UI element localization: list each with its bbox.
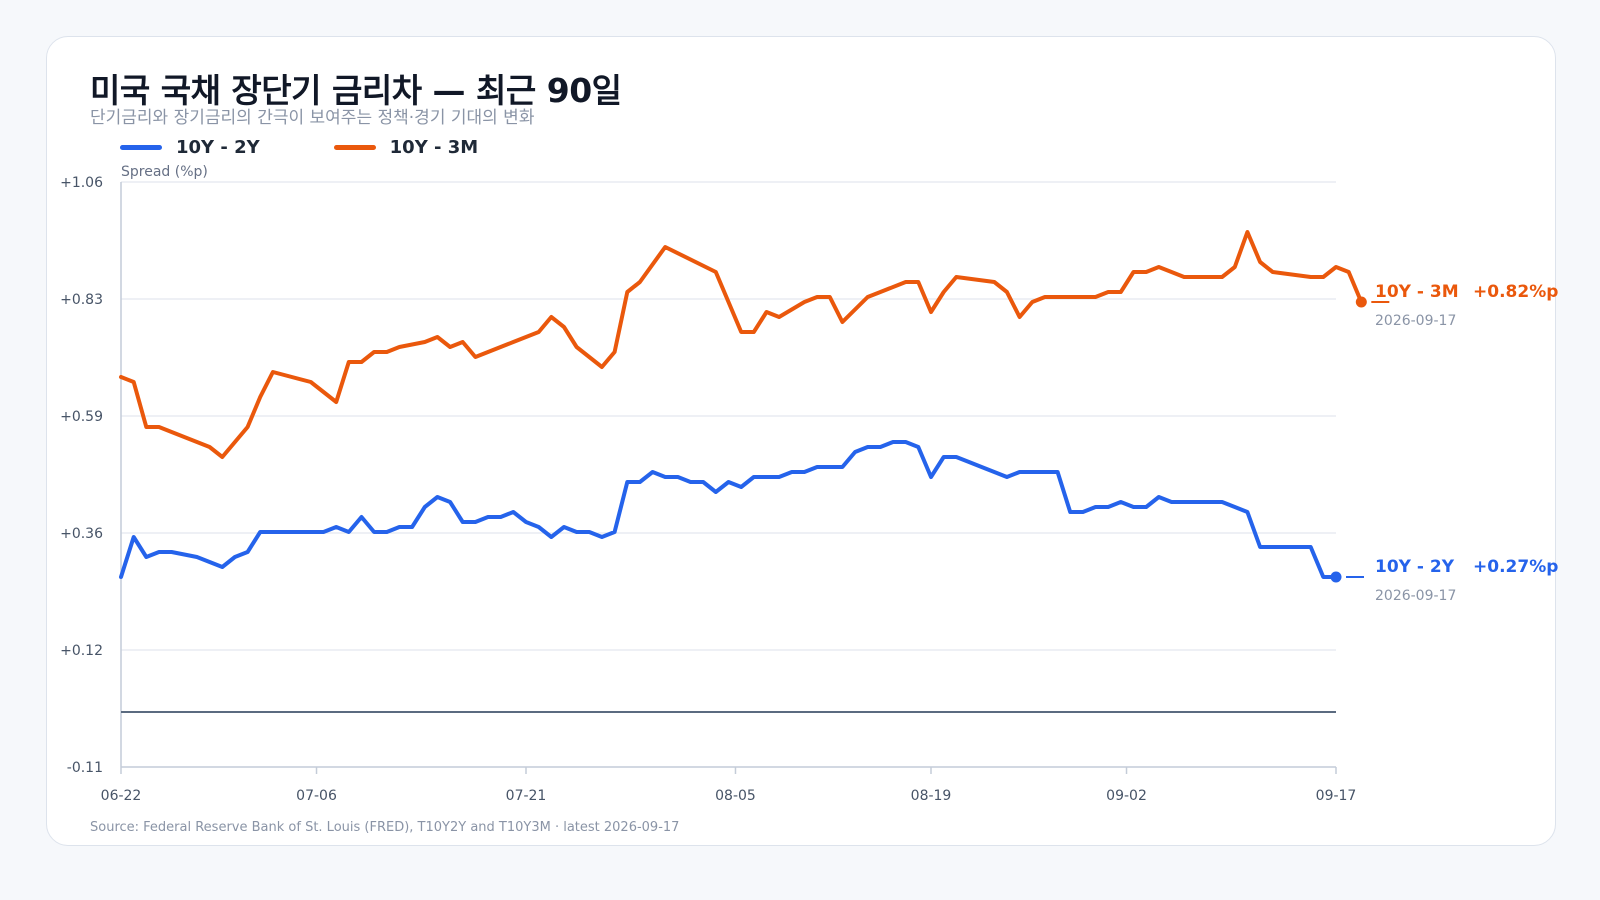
x-tick-label: 08-19	[911, 788, 952, 804]
chart-title: 미국 국채 장단기 금리차 — 최근 90일	[90, 71, 622, 110]
x-tick-label: 09-17	[1316, 788, 1357, 804]
end-label-name-10y-3m: 10Y - 3M	[1375, 282, 1459, 302]
x-tick-label: 07-06	[296, 788, 337, 804]
y-tick-label: +0.59	[60, 409, 103, 425]
legend-swatch-10y-2y	[120, 145, 162, 150]
legend-label-10y-3m: 10Y - 3M	[389, 137, 479, 158]
legend-item-10y-3m[interactable]: 10Y - 3M	[333, 137, 479, 158]
end-label-value-10y-3m: +0.82%p	[1473, 282, 1558, 302]
end-marker-10y-2y	[1330, 571, 1342, 583]
end-marker-10y-3m	[1355, 296, 1367, 308]
x-tick-label: 09-02	[1106, 788, 1147, 804]
legend-swatch-10y-3m	[333, 145, 376, 150]
legend: 10Y - 2Y 10Y - 3M	[120, 137, 478, 158]
x-tick-label: 07-21	[506, 788, 547, 804]
y-tick-label: +0.36	[60, 526, 103, 542]
x-tick-label: 06-22	[101, 788, 142, 804]
end-label-value-10y-2y: +0.27%p	[1473, 557, 1558, 577]
x-tick-label: 08-05	[715, 788, 756, 804]
end-label-name-10y-2y: 10Y - 2Y	[1375, 557, 1455, 577]
legend-label-10y-2y: 10Y - 2Y	[176, 137, 260, 158]
chart-subtitle: 단기금리와 장기금리의 간극이 보여주는 정책·경기 기대의 변화	[90, 108, 535, 128]
y-tick-label: +1.06	[60, 175, 103, 191]
y-tick-label: -0.11	[67, 760, 103, 776]
series-line-10y-3m	[119, 230, 1364, 459]
end-label-date-10y-2y: 2026-09-17	[1375, 588, 1456, 604]
end-label-date-10y-3m: 2026-09-17	[1375, 313, 1456, 329]
y-tick-label: +0.83	[60, 292, 103, 308]
legend-item-10y-2y[interactable]: 10Y - 2Y	[120, 137, 260, 158]
y-tick-label: +0.12	[60, 643, 103, 659]
source-note: Source: Federal Reserve Bank of St. Loui…	[90, 820, 680, 835]
y-axis-title: Spread (%p)	[121, 164, 208, 180]
series-line-10y-2y	[119, 440, 1338, 579]
